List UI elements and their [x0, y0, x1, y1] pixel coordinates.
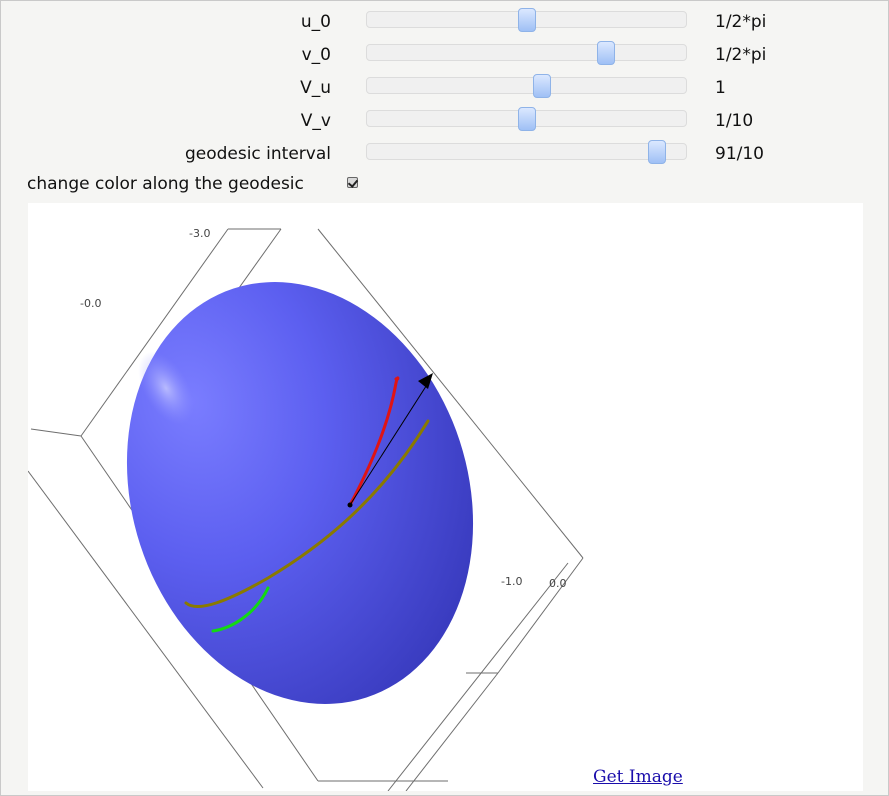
slider-row-u0: u_0 1/2*pi	[1, 8, 889, 35]
checkbox-row-change-color: change color along the geodesic	[27, 172, 427, 196]
3d-plot-canvas[interactable]: -3.0 -0.0 -1.0 0.0	[28, 203, 863, 791]
slider-vu[interactable]	[366, 74, 687, 98]
slider-label-vu: V_u	[300, 78, 331, 98]
ellipsoid-surface	[126, 282, 474, 704]
slider-row-vv: V_v 1/10	[1, 107, 889, 134]
slider-value-geodesic-interval: 91/10	[715, 144, 764, 164]
slider-value-v0: 1/2*pi	[715, 45, 767, 65]
geodesic-segment-green	[211, 586, 270, 633]
slider-value-vv: 1/10	[715, 111, 754, 131]
slider-geodesic-interval[interactable]	[366, 140, 687, 164]
slider-thumb-u0[interactable]	[517, 8, 536, 32]
slider-vv[interactable]	[366, 107, 687, 131]
tick-label-right-1: -1.0	[501, 575, 522, 588]
slider-label-v0: v_0	[301, 45, 331, 65]
slider-thumb-vu[interactable]	[533, 74, 552, 98]
get-image-link[interactable]: Get Image	[593, 767, 683, 787]
slider-v0[interactable]	[366, 41, 687, 65]
geodesic-segment-olive	[184, 419, 430, 608]
slider-label-u0: u_0	[300, 12, 331, 32]
tick-label-right-2: 0.0	[549, 577, 567, 590]
tick-label-top: -3.0	[189, 227, 210, 240]
slider-value-u0: 1/2*pi	[715, 12, 767, 32]
tangent-vector-arrow	[347, 373, 433, 508]
change-color-checkbox[interactable]	[347, 177, 358, 188]
slider-label-vv: V_v	[300, 111, 331, 131]
slider-label-geodesic-interval: geodesic interval	[184, 144, 331, 164]
slider-thumb-vv[interactable]	[517, 107, 536, 131]
slider-value-vu: 1	[715, 78, 726, 98]
checkbox-label-change-color: change color along the geodesic	[27, 174, 304, 194]
geodesic-segment-red	[348, 376, 400, 507]
slider-thumb-geodesic-interval[interactable]	[648, 140, 667, 164]
tick-label-left: -0.0	[80, 297, 101, 310]
slider-u0[interactable]	[366, 8, 687, 32]
slider-row-vu: V_u 1	[1, 74, 889, 101]
slider-row-geodesic-interval: geodesic interval 91/10	[1, 140, 889, 167]
geodesic-curves	[184, 376, 430, 633]
slider-thumb-v0[interactable]	[597, 41, 616, 65]
plot-area: -3.0 -0.0 -1.0 0.0 Get Image	[28, 203, 863, 791]
slider-row-v0: v_0 1/2*pi	[1, 41, 889, 68]
